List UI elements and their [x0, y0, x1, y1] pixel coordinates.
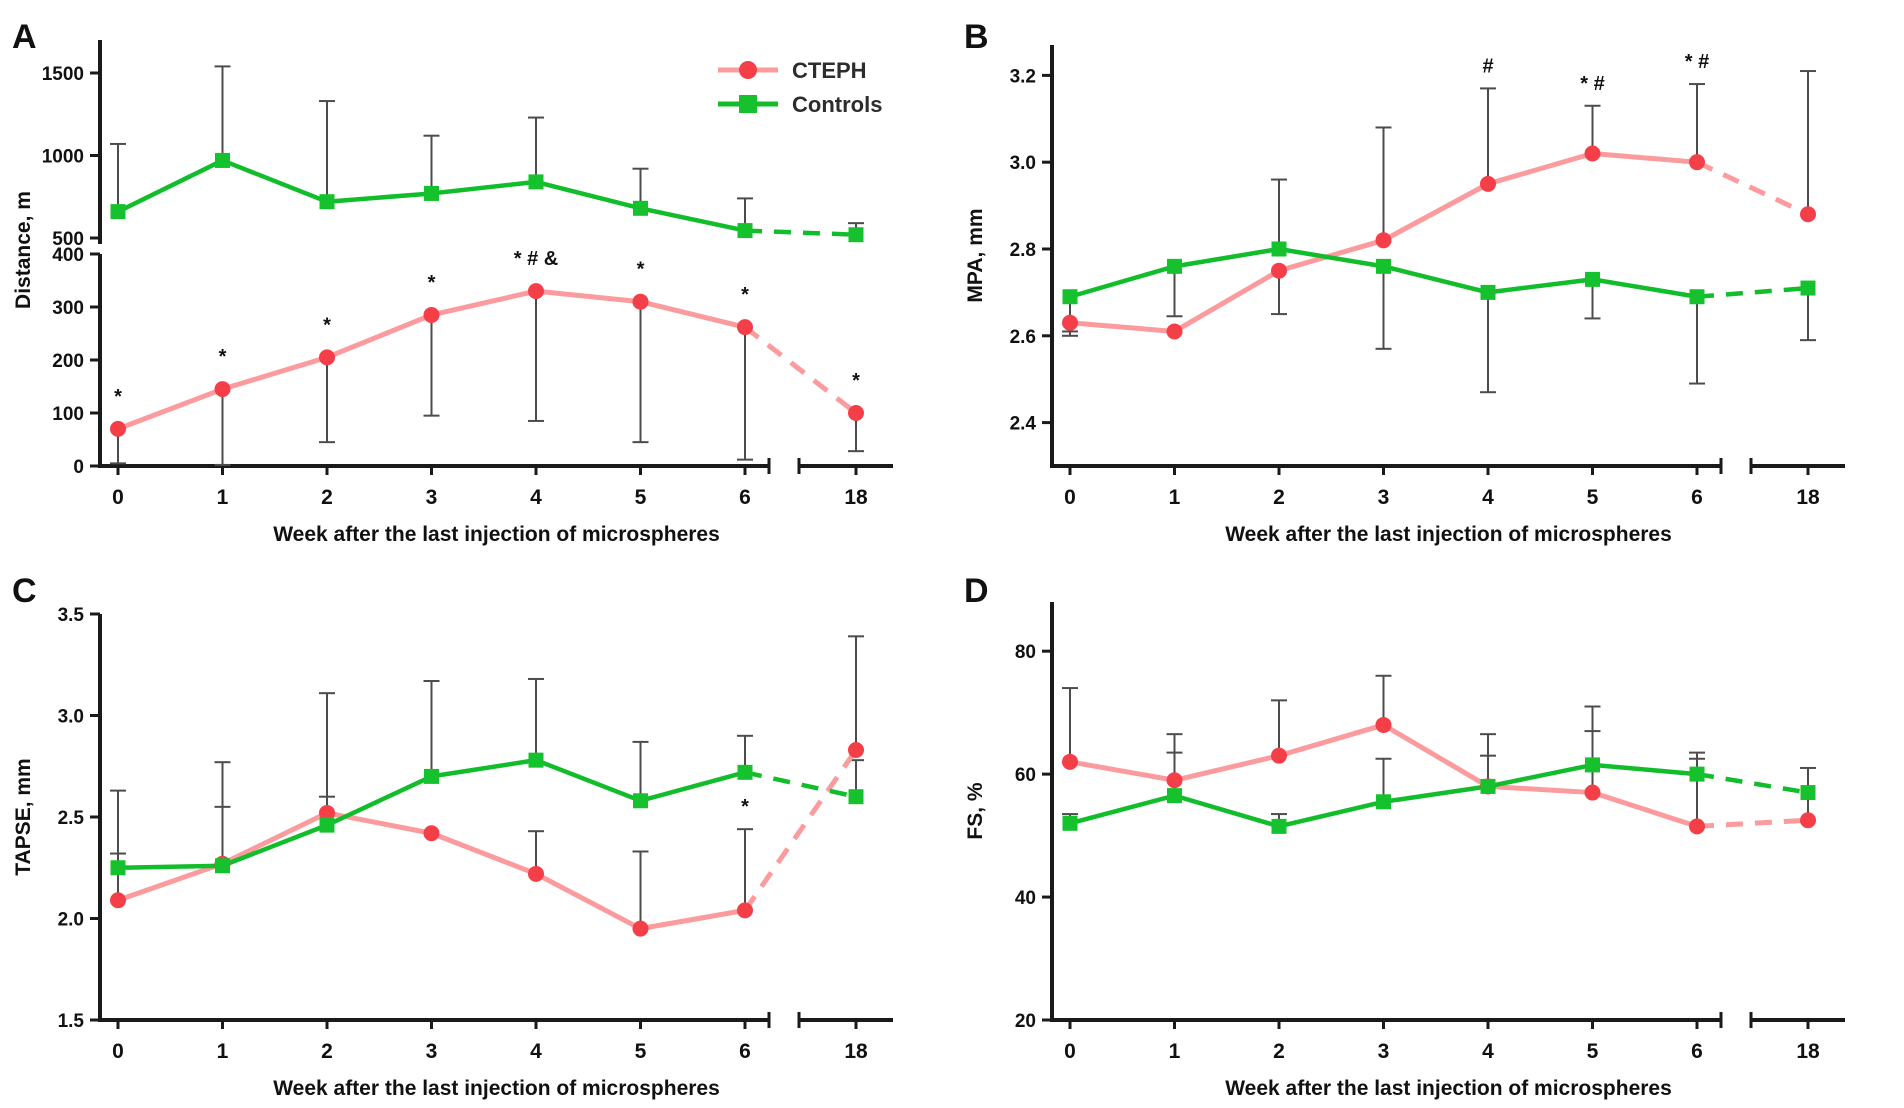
svg-text:5: 5 [635, 1040, 647, 1063]
svg-text:2: 2 [321, 486, 333, 509]
svg-text:*: * [323, 314, 331, 336]
svg-text:2.6: 2.6 [1010, 327, 1036, 348]
svg-text:#: # [1482, 55, 1493, 77]
svg-text:2.0: 2.0 [58, 910, 84, 931]
svg-text:1: 1 [217, 1040, 229, 1063]
svg-text:5: 5 [1587, 486, 1599, 509]
svg-text:*: * [741, 284, 749, 306]
svg-text:2: 2 [1273, 486, 1285, 509]
svg-text:0: 0 [1064, 1040, 1076, 1063]
svg-text:Distance, m: Distance, m [12, 191, 35, 309]
panel-b-container: 2.4 2.6 2.8 3.0 3.2 0 1 2 3 4 5 6 18 Week after the l… [952, 0, 1904, 554]
svg-text:*: * [637, 259, 645, 281]
svg-text:0: 0 [73, 457, 84, 478]
svg-text:*: * [428, 272, 436, 294]
svg-text:1: 1 [1169, 1040, 1181, 1063]
svg-text:*: * [114, 386, 122, 408]
svg-text:Week after the last injection: Week after the last injection of microsp… [273, 523, 720, 546]
svg-text:4: 4 [1482, 1040, 1494, 1063]
svg-text:18: 18 [1796, 486, 1820, 509]
svg-text:200: 200 [52, 351, 84, 372]
svg-text:A: A [12, 18, 37, 56]
svg-text:20: 20 [1015, 1011, 1036, 1032]
svg-text:3: 3 [426, 486, 438, 509]
svg-text:4: 4 [530, 486, 542, 509]
svg-text:2.5: 2.5 [58, 808, 85, 829]
svg-text:100: 100 [52, 404, 84, 425]
svg-text:1000: 1000 [42, 147, 84, 168]
svg-text:*: * [741, 796, 749, 818]
svg-text:6: 6 [1691, 486, 1703, 509]
svg-text:2.8: 2.8 [1010, 240, 1036, 261]
svg-text:5: 5 [1587, 1040, 1599, 1063]
svg-text:3.0: 3.0 [58, 707, 84, 728]
svg-text:3.2: 3.2 [1010, 66, 1036, 87]
svg-text:18: 18 [1796, 1040, 1820, 1063]
svg-text:3: 3 [426, 1040, 438, 1063]
svg-text:400: 400 [52, 245, 84, 266]
svg-text:4: 4 [530, 1040, 542, 1063]
svg-text:2: 2 [1273, 1040, 1285, 1063]
svg-text:FS, %: FS, % [964, 782, 987, 840]
svg-text:300: 300 [52, 298, 84, 319]
svg-text:* #: * # [1685, 51, 1709, 73]
svg-text:*: * [219, 346, 227, 368]
svg-text:1500: 1500 [42, 64, 84, 85]
svg-text:6: 6 [1691, 1040, 1703, 1063]
svg-text:2.4: 2.4 [1010, 414, 1037, 435]
svg-text:MPA, mm: MPA, mm [964, 208, 987, 302]
svg-text:0: 0 [1064, 486, 1076, 509]
svg-text:3.5: 3.5 [58, 605, 85, 626]
svg-text:1.5: 1.5 [58, 1011, 85, 1032]
svg-text:Week after the last injection: Week after the last injection of microsp… [273, 1077, 720, 1100]
panel-b-plot: 2.4 2.6 2.8 3.0 3.2 0 1 2 3 4 5 6 18 Week after the l… [964, 18, 1845, 546]
panel-d-plot: 20 40 60 80 0 1 2 3 4 5 6 18 Week after the last inj… [964, 572, 1845, 1100]
svg-text:18: 18 [844, 1040, 868, 1063]
panel-d-container: 20 40 60 80 0 1 2 3 4 5 6 18 Week after the last inj… [952, 554, 1904, 1108]
svg-text:80: 80 [1015, 642, 1036, 663]
panel-c-container: 1.5 2.0 2.5 3.0 3.5 0 1 2 3 4 5 6 18 Week after the l… [0, 554, 952, 1108]
svg-text:Week after the last injection: Week after the last injection of microsp… [1225, 523, 1672, 546]
svg-text:6: 6 [739, 1040, 751, 1063]
svg-text:3.0: 3.0 [1010, 153, 1036, 174]
svg-text:Controls: Controls [792, 92, 882, 117]
svg-text:* # &: * # & [514, 248, 558, 270]
svg-text:6: 6 [739, 486, 751, 509]
svg-text:C: C [12, 572, 37, 610]
svg-text:CTEPH: CTEPH [792, 58, 867, 83]
svg-text:1: 1 [217, 486, 229, 509]
svg-text:500: 500 [52, 229, 84, 250]
svg-text:* #: * # [1580, 73, 1604, 95]
svg-text:60: 60 [1015, 765, 1036, 786]
svg-text:2: 2 [321, 1040, 333, 1063]
svg-text:3: 3 [1378, 486, 1390, 509]
svg-text:B: B [964, 18, 989, 56]
svg-text:4: 4 [1482, 486, 1494, 509]
svg-text:*: * [852, 370, 860, 392]
svg-text:5: 5 [635, 486, 647, 509]
panel-a-container: 0 100 200 300 400 500 1000 1500 0 1 2 3 4 5 6 18 Week af… [0, 0, 952, 554]
svg-text:18: 18 [844, 486, 868, 509]
svg-text:D: D [964, 572, 989, 610]
legend-item-controls: Controls [718, 92, 882, 117]
svg-text:TAPSE, mm: TAPSE, mm [12, 758, 35, 875]
svg-text:0: 0 [112, 1040, 124, 1063]
svg-text:Week after the last injection: Week after the last injection of microsp… [1225, 1077, 1672, 1100]
svg-text:1: 1 [1169, 486, 1181, 509]
panel-c-plot: 1.5 2.0 2.5 3.0 3.5 0 1 2 3 4 5 6 18 Week after the l… [12, 572, 893, 1100]
svg-text:0: 0 [112, 486, 124, 509]
svg-text:40: 40 [1015, 888, 1036, 909]
legend-item-cteph: CTEPH [718, 58, 867, 83]
svg-text:3: 3 [1378, 1040, 1390, 1063]
